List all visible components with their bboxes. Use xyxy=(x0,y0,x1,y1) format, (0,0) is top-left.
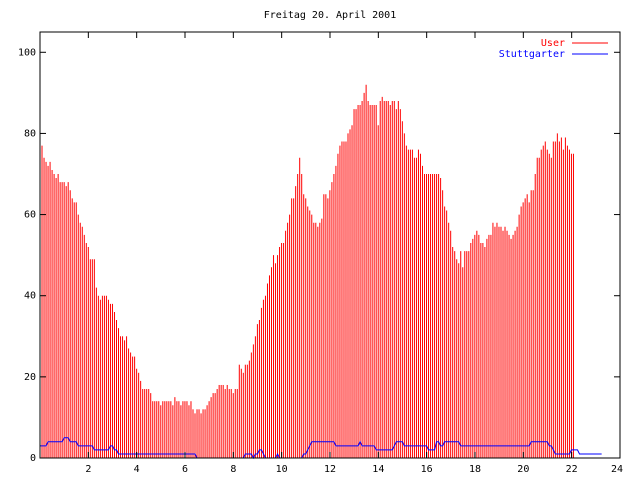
x-tick-label: 6 xyxy=(182,464,188,475)
x-tick-label: 4 xyxy=(134,464,140,475)
y-axis: 0 20 40 60 80 100 xyxy=(18,47,620,464)
x-tick-label: 2 xyxy=(85,464,91,475)
series-stuttgarter-line xyxy=(40,437,602,460)
x-tick-label: 10 xyxy=(276,464,288,475)
x-axis: 2 4 6 8 10 12 14 16 18 20 22 24 xyxy=(85,32,623,475)
x-tick-label: 22 xyxy=(566,464,578,475)
x-tick-label: 16 xyxy=(421,464,433,475)
y-tick-label: 20 xyxy=(24,372,36,383)
series-user xyxy=(39,84,574,458)
legend-label-stuttgarter: Stuttgarter xyxy=(499,49,565,60)
x-tick-label: 20 xyxy=(517,464,529,475)
legend: User Stuttgarter xyxy=(499,38,608,60)
y-tick-label: 0 xyxy=(30,453,36,464)
chart-title: Freitag 20. April 2001 xyxy=(264,10,396,21)
x-tick-label: 14 xyxy=(372,464,384,475)
y-tick-label: 60 xyxy=(24,210,36,221)
y-tick-label: 80 xyxy=(24,128,36,139)
y-tick-label: 100 xyxy=(18,47,36,58)
legend-label-user: User xyxy=(541,38,565,49)
x-tick-label: 8 xyxy=(230,464,236,475)
x-tick-label: 12 xyxy=(324,464,336,475)
x-tick-label: 24 xyxy=(611,464,623,475)
y-tick-label: 40 xyxy=(24,291,36,302)
x-tick-label: 18 xyxy=(469,464,481,475)
